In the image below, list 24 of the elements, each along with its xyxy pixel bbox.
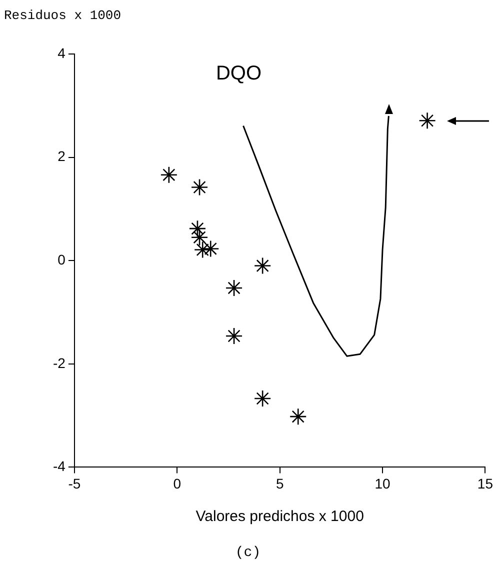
text: (c) [234,545,262,561]
point [225,327,243,345]
x-tick-label: 15 [477,475,494,492]
x-tick-label: 5 [276,475,284,492]
point [202,240,220,258]
x-axis-title: Valores predichos x 1000 [196,508,364,526]
chart-title: DQO [216,62,262,85]
y-axis-title: Residuos x 1000 [4,8,122,23]
x-tick-label: 10 [374,475,391,492]
y-tick-label: 4 [58,44,66,61]
point [190,178,208,196]
y-tick-label: -4 [52,458,66,474]
point [225,279,243,297]
y-tick-label: 2 [58,148,66,164]
point [160,166,178,184]
x-tick-label: -5 [68,475,81,492]
point [254,390,272,408]
y-tick-label: 0 [58,251,66,268]
point [194,241,212,258]
y-tick-label: -2 [52,354,66,371]
x-tick-label: 0 [173,475,182,492]
point [254,257,272,274]
point [289,408,307,426]
point [418,112,436,130]
